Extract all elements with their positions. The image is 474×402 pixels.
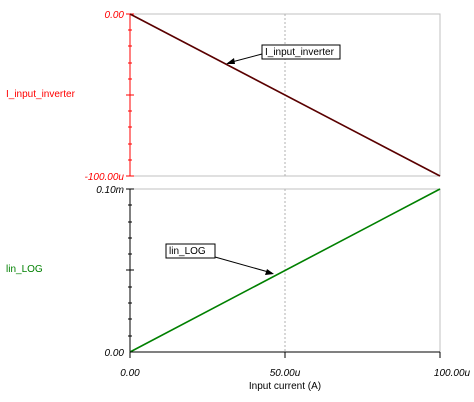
x-axis-label: Input current (A) [249,381,321,392]
bottom-y-tick-label-bottom: 0.00 [105,348,125,359]
bottom-annotation-label: lin_LOG [169,246,206,257]
top-y-tick-label-bottom: -100.00u [85,172,125,183]
top-annotation-box [261,44,341,60]
bottom-y-axis-label: lin_LOG [6,264,43,275]
top-annotation-arrowhead [226,58,235,64]
series-line-I_input_inverter [129,13,441,177]
bottom-annotation-leader [214,256,273,274]
series-line-lin_LOG [129,188,441,353]
x-axis: 0.00 50.00u 100.00u Input current (A) [120,351,471,392]
bottom-annotation-arrowhead [265,269,274,275]
bottom-y-tick-label-top: 0.10m [96,185,124,196]
x-tick-label: 100.00u [434,368,471,379]
top-annotation-label: I_input_inverter [265,47,335,58]
bottom-panel: 0.10m 0.00 lin_LOG lin_LOG [6,185,441,359]
x-tick-label: 50.00u [270,368,301,379]
top-y-axis-label: I_input_inverter [6,89,76,100]
x-tick-label: 0.00 [120,368,140,379]
bottom-annotation-box [165,243,216,259]
top-y-tick-label-top: 0.00 [105,10,125,21]
top-panel: 0.00 -100.00u I_input_inverter I_input_i… [6,10,441,183]
